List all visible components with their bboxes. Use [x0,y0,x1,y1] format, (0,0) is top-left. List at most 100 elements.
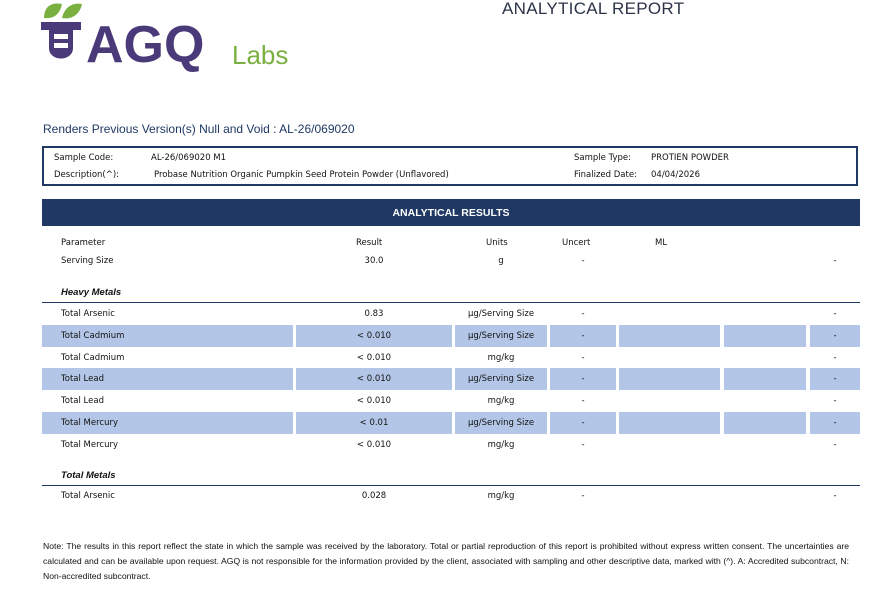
units-cell: µg/Serving Size [467,374,535,385]
row-shading [810,324,860,347]
row-shading [42,412,293,434]
last-cell: - [833,491,837,501]
result-cell: < 0.010 [356,352,392,363]
row-shading [724,324,806,347]
col-header-ml: ML [655,238,668,248]
units-cell: mg/kg [487,396,515,407]
units-cell: µg/Serving Size [467,418,535,428]
sample-code-label: Sample Code: [54,153,114,163]
table-row: Serving Size 30.0 g - - [0,250,894,272]
units-cell: µg/Serving Size [467,309,535,319]
section-title-heavy-metals: Heavy Metals [61,287,122,298]
row-shading [724,368,806,391]
last-cell: - [833,439,837,450]
table-row: Total Arsenic 0.028 mg/kg - - [0,485,894,507]
parameter-cell: Total Lead [61,374,104,385]
last-cell: - [833,352,837,363]
uncert-cell: - [581,439,585,450]
row-shading [455,368,547,391]
table-row: Total Cadmium < 0.010 mg/kg - - [0,347,894,369]
row-shading [42,324,293,347]
finalized-date-value: 04/04/2026 [651,170,700,180]
row-shading [550,324,616,347]
uncert-cell: - [581,352,585,363]
section-divider [42,302,860,303]
row-shading [619,412,720,434]
result-cell: < 0.010 [356,374,392,385]
description-label: Description(^): [54,170,120,180]
description-value: Probase Nutrition Organic Pumpkin Seed P… [154,170,449,180]
table-row: Total Cadmium < 0.010 µg/Serving Size - - [0,324,894,347]
uncert-cell: - [581,374,585,385]
parameter-cell: Total Cadmium [61,330,125,341]
parameter-cell: Total Lead [61,396,104,407]
result-cell: 30.0 [364,256,384,266]
row-shading [550,412,616,434]
last-cell: - [833,374,837,385]
row-shading [455,324,547,347]
table-row: Total Mercury < 0.01 µg/Serving Size - - [0,412,894,434]
units-cell: mg/kg [487,352,515,363]
row-shading [724,412,806,434]
section-title-total-metals: Total Metals [61,470,116,481]
parameter-cell: Total Arsenic [61,309,115,319]
parameter-cell: Total Arsenic [61,491,115,501]
row-shading [296,368,452,391]
units-cell: mg/kg [487,491,515,501]
row-shading [296,324,452,347]
col-header-uncert: Uncert [562,238,591,248]
parameter-cell: Total Cadmium [61,352,125,363]
sample-info-box: Sample Code: AL-26/069020 M1 Description… [42,146,858,186]
last-cell: - [833,396,837,407]
uncert-cell: - [581,256,585,266]
result-cell: < 0.010 [356,396,392,407]
table-row: Total Lead < 0.010 µg/Serving Size - - [0,368,894,391]
null-void-notice: Renders Previous Version(s) Null and Voi… [43,122,355,136]
result-cell: < 0.010 [356,439,392,450]
last-cell: - [833,330,837,341]
row-shading [550,368,616,391]
report-note: Note: The results in this report reflect… [43,541,849,581]
units-cell: mg/kg [487,439,515,450]
col-header-units: Units [486,238,508,248]
table-row: Total Arsenic 0.83 µg/Serving Size - - [0,303,894,325]
parameter-cell: Total Mercury [61,418,119,428]
uncert-cell: - [581,418,585,428]
uncert-cell: - [581,396,585,407]
units-cell: µg/Serving Size [467,330,535,341]
uncert-cell: - [581,491,585,501]
sample-type-value: PROTIEN POWDER [651,153,729,163]
result-cell: 0.028 [361,491,387,501]
table-row: Total Lead < 0.010 mg/kg - - [0,390,894,412]
uncert-cell: - [581,309,585,319]
row-shading [619,324,720,347]
table-row: Total Mercury < 0.010 mg/kg - - [0,434,894,456]
units-cell: g [498,256,504,266]
result-cell: < 0.01 [359,418,389,428]
row-shading [810,412,860,434]
result-cell: 0.83 [364,309,384,319]
row-shading [810,368,860,391]
last-cell: - [833,256,837,266]
uncert-cell: - [581,330,585,341]
result-cell: < 0.010 [356,330,392,341]
col-header-result: Result [356,238,383,248]
logo-text: AGQ [86,16,204,74]
agq-labs-logo: AGQ Labs [41,3,288,74]
finalized-date-label: Finalized Date: [574,170,637,180]
section-divider [42,485,860,486]
analytical-results-header: ANALYTICAL RESULTS [42,199,860,226]
col-header-parameter: Parameter [61,238,106,248]
row-shading [455,412,547,434]
last-cell: - [833,418,837,428]
parameter-cell: Serving Size [61,256,114,266]
logo-subtext: Labs [232,40,288,70]
sample-code-value: AL-26/069020 M1 [151,153,227,163]
report-title: ANALYTICAL REPORT [502,0,685,18]
row-shading [42,368,293,391]
row-shading [619,368,720,391]
parameter-cell: Total Mercury [61,439,119,450]
row-shading [296,412,452,434]
last-cell: - [833,309,837,319]
sample-type-label: Sample Type: [574,153,631,163]
